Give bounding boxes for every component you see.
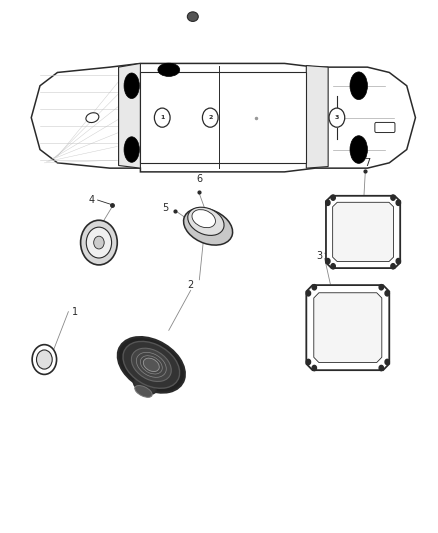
Circle shape xyxy=(379,366,384,370)
Circle shape xyxy=(94,236,104,249)
Polygon shape xyxy=(314,293,382,362)
Ellipse shape xyxy=(188,207,224,236)
Ellipse shape xyxy=(350,136,367,164)
Circle shape xyxy=(312,366,317,370)
FancyBboxPatch shape xyxy=(375,123,395,133)
Circle shape xyxy=(391,195,395,200)
Circle shape xyxy=(306,290,311,296)
Polygon shape xyxy=(119,63,141,168)
Polygon shape xyxy=(141,72,306,163)
Ellipse shape xyxy=(187,12,198,21)
Text: 3: 3 xyxy=(335,115,339,120)
Ellipse shape xyxy=(133,378,156,394)
Circle shape xyxy=(306,359,311,365)
Ellipse shape xyxy=(131,348,171,382)
Circle shape xyxy=(81,220,117,265)
Ellipse shape xyxy=(192,209,215,228)
Circle shape xyxy=(396,259,400,264)
Circle shape xyxy=(325,200,330,205)
Circle shape xyxy=(391,264,395,269)
Polygon shape xyxy=(31,63,416,172)
Ellipse shape xyxy=(350,72,367,100)
Text: 2: 2 xyxy=(187,280,194,290)
Text: 4: 4 xyxy=(88,195,95,205)
Circle shape xyxy=(86,227,112,258)
Polygon shape xyxy=(306,66,328,168)
Circle shape xyxy=(379,285,384,290)
Text: 1: 1 xyxy=(160,115,164,120)
Circle shape xyxy=(331,195,336,200)
Circle shape xyxy=(154,108,170,127)
Circle shape xyxy=(312,285,317,290)
Text: 1: 1 xyxy=(72,306,78,317)
Text: 7: 7 xyxy=(364,158,371,168)
Circle shape xyxy=(396,200,400,205)
Text: 6: 6 xyxy=(196,174,202,184)
Ellipse shape xyxy=(124,137,139,163)
Ellipse shape xyxy=(135,385,152,397)
Polygon shape xyxy=(332,203,393,262)
Ellipse shape xyxy=(158,63,180,76)
Circle shape xyxy=(385,359,389,365)
Circle shape xyxy=(331,264,336,269)
Ellipse shape xyxy=(184,208,233,245)
Ellipse shape xyxy=(118,337,185,393)
Circle shape xyxy=(325,259,330,264)
Circle shape xyxy=(385,290,389,296)
Text: 3: 3 xyxy=(316,251,322,261)
Ellipse shape xyxy=(143,358,159,372)
Circle shape xyxy=(32,345,57,374)
Circle shape xyxy=(329,108,345,127)
Circle shape xyxy=(202,108,218,127)
Polygon shape xyxy=(326,196,400,268)
Ellipse shape xyxy=(86,113,99,123)
Ellipse shape xyxy=(123,342,180,389)
Ellipse shape xyxy=(124,73,139,99)
Circle shape xyxy=(36,350,52,369)
Text: 2: 2 xyxy=(208,115,212,120)
Polygon shape xyxy=(306,285,389,370)
Text: 5: 5 xyxy=(162,203,169,213)
